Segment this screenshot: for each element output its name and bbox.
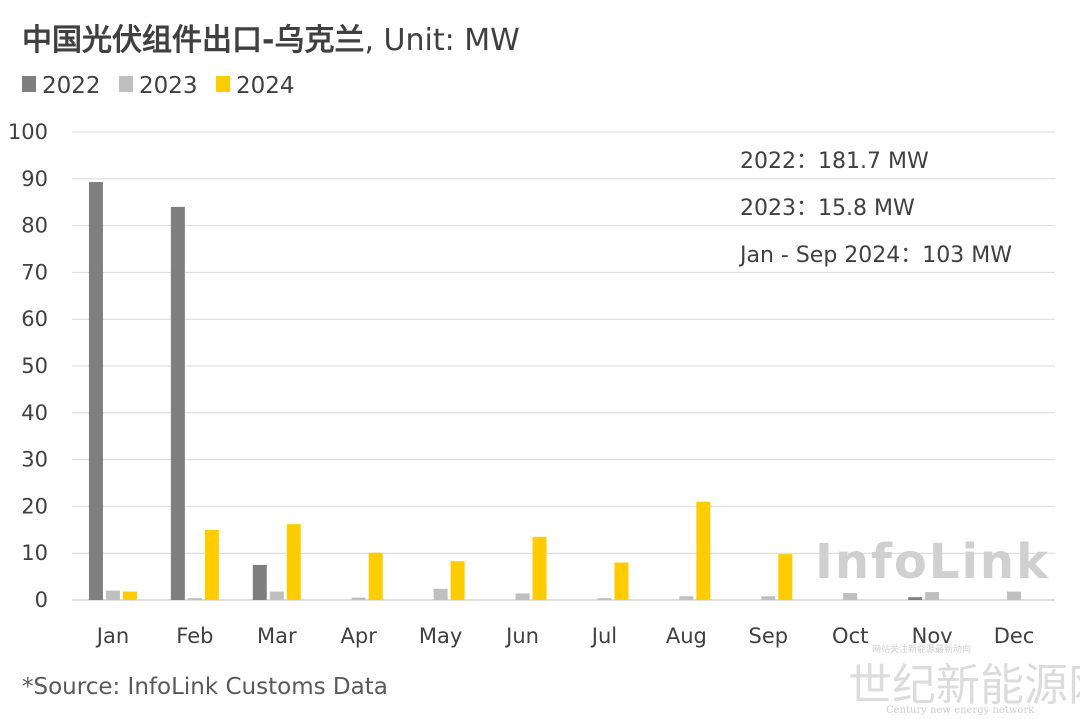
legend-label-2024: 2024	[236, 73, 295, 99]
bar-2023-Feb	[187, 598, 202, 600]
annotation-total-2: Jan - Sep 2024：103 MW	[738, 243, 1012, 268]
y-tick-label-60: 60	[21, 307, 48, 331]
bar-2023-Nov	[925, 592, 940, 600]
bar-2024-Apr	[368, 552, 383, 600]
legend-label-2022: 2022	[42, 73, 101, 99]
site-watermark-tagline: 网站关注新能源最新动向	[872, 643, 971, 655]
source-note: *Source: InfoLink Customs Data	[22, 674, 388, 700]
x-tick-label-Apr: Apr	[341, 624, 378, 648]
y-tick-label-80: 80	[21, 214, 48, 238]
annotation-total-1: 2023：15.8 MW	[740, 196, 915, 221]
x-tick-label-Feb: Feb	[176, 624, 213, 648]
legend-swatch-2022	[22, 76, 36, 92]
y-tick-label-100: 100	[8, 120, 48, 144]
bar-2024-Jun	[532, 536, 547, 600]
totals-annotations: 2022：181.7 MW 2023：15.8 MW Jan - Sep 2024：…	[738, 149, 1012, 268]
bar-2024-Sep	[778, 554, 793, 600]
bar-2024-Mar	[286, 524, 301, 600]
x-tick-label-Oct: Oct	[832, 624, 868, 648]
bar-2023-Dec	[1007, 591, 1022, 600]
bar-2023-Sep	[761, 596, 776, 600]
bar-2023-Oct	[843, 592, 858, 600]
y-tick-label-20: 20	[21, 494, 48, 518]
x-tick-label-Dec: Dec	[994, 624, 1035, 648]
infolink-watermark: InfoLink	[815, 534, 1050, 590]
y-tick-label-90: 90	[21, 167, 48, 191]
bar-2023-Aug	[679, 596, 694, 600]
x-tick-label-Aug: Aug	[666, 624, 707, 648]
legend-swatch-2024	[216, 76, 230, 92]
bar-2023-Mar	[269, 591, 284, 600]
y-tick-label-0: 0	[35, 588, 48, 612]
bar-2024-May	[450, 561, 465, 600]
y-tick-label-10: 10	[21, 541, 48, 565]
x-tick-label-Nov: Nov	[912, 624, 953, 648]
y-tick-label-30: 30	[21, 448, 48, 472]
y-tick-label-40: 40	[21, 401, 48, 425]
bar-2022-Feb	[170, 206, 185, 600]
y-tick-label-70: 70	[21, 260, 48, 284]
bar-2024-Jan	[122, 591, 137, 600]
x-tick-label-Sep: Sep	[748, 624, 788, 648]
x-tick-label-Jun: Jun	[504, 624, 539, 648]
y-axis-ticks: 0 10 20 30 40 50 60 70 80 90 100	[8, 120, 48, 612]
x-tick-label-May: May	[419, 624, 462, 648]
bar-2023-Jul	[597, 598, 612, 600]
x-axis-ticks: Jan Feb Mar Apr May Jun Jul Aug Sep Oct Nov Dec	[95, 624, 1035, 648]
x-tick-label-Jul: Jul	[590, 624, 617, 648]
bar-2023-Jan	[105, 590, 120, 600]
bar-2023-Apr	[351, 597, 366, 600]
bar-2022-Jan	[88, 182, 103, 601]
x-tick-label-Mar: Mar	[257, 624, 297, 648]
y-tick-label-50: 50	[21, 354, 48, 378]
bar-2024-Aug	[696, 501, 711, 600]
chart-title: 中国光伏组件出口-乌克兰, Unit: MW	[22, 23, 520, 58]
bar-series	[88, 182, 1022, 601]
bar-2024-Feb	[204, 529, 219, 600]
bar-2023-May	[433, 588, 448, 600]
bar-2022-Nov	[908, 597, 923, 600]
legend-label-2023: 2023	[139, 73, 198, 99]
bar-2023-Jun	[515, 593, 530, 600]
bar-2022-Mar	[252, 564, 267, 600]
bar-2024-Jul	[614, 562, 629, 600]
gridlines	[72, 131, 1055, 601]
x-tick-label-Jan: Jan	[95, 624, 129, 648]
legend-swatch-2023	[119, 76, 133, 92]
annotation-total-0: 2022：181.7 MW	[740, 149, 929, 174]
site-watermark-english: Century new energy network	[886, 705, 1035, 716]
chart-legend: 2022 2023 2024	[22, 73, 295, 99]
